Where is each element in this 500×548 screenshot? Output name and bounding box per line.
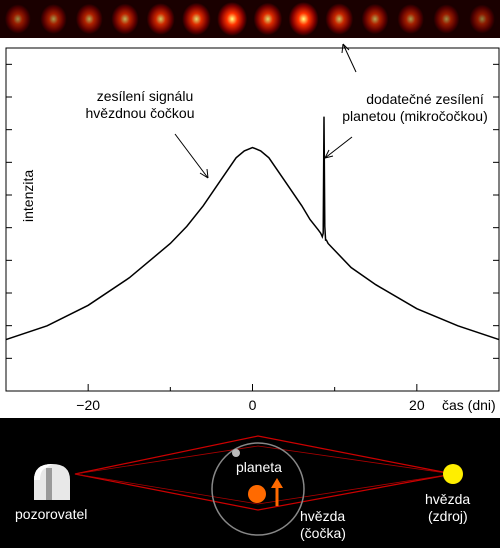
- strip-frame-blob: [75, 3, 103, 35]
- light-curve-chart: −20 0 20 intenzita čas (dni) zesílení sign…: [5, 43, 500, 413]
- strip-pointer-arrow: [342, 43, 357, 73]
- strip-frame-blob: [217, 2, 248, 36]
- lensing-brightness-strip: [0, 0, 500, 38]
- observer-label: pozorovatel: [15, 506, 87, 522]
- lensing-geometry-scene: pozorovatel planeta hvězda (čočka) hvězd…: [0, 418, 500, 548]
- strip-frame-blob: [325, 3, 354, 35]
- annotation-lens-line1: zesílení signálu: [97, 88, 194, 104]
- source-star-label-1: hvězda: [425, 491, 470, 507]
- planet-label: planeta: [236, 459, 282, 475]
- annotation-planet-line2: planetou (mikročočkou): [342, 108, 488, 124]
- x-tick-label: 20: [409, 397, 425, 413]
- annotation-planet-line1: dodatečné zesílení: [366, 91, 484, 107]
- strip-frame-blob: [433, 4, 460, 34]
- planet-icon: [232, 449, 240, 457]
- strip-frame-blob: [182, 2, 211, 36]
- y-axis-ticks: [6, 63, 499, 392]
- strip-pointer-arrowhead: [341, 43, 350, 54]
- strip-frame-blob: [4, 4, 31, 34]
- strip-frame-blob: [111, 3, 139, 35]
- x-axis-ticks: −20 0 20: [5, 384, 500, 413]
- plot-frame: [5, 47, 500, 392]
- strip-frame-blob: [469, 4, 495, 34]
- lens-star-label-1: hvězda: [300, 508, 345, 524]
- annotation-lens-arrowhead: [199, 168, 209, 179]
- lens-star-icon: [248, 485, 266, 503]
- strip-frame-blob: [253, 2, 283, 36]
- strip-frame-blob: [397, 4, 424, 34]
- annotation-lens-arrow: [174, 133, 209, 179]
- source-star-icon: [443, 464, 463, 484]
- x-axis-label: čas (dni): [442, 397, 496, 413]
- strip-frame-blob: [361, 3, 389, 35]
- source-star-label-2: (zdroj): [428, 508, 468, 524]
- strip-frame-blob: [146, 3, 175, 35]
- annotation-planet-arrowhead: [324, 149, 334, 159]
- observatory-icon: [34, 464, 70, 500]
- strip-frames: [4, 2, 495, 36]
- lens-motion-arrowhead: [271, 478, 283, 488]
- y-axis-label: intenzita: [20, 170, 36, 222]
- x-tick-label: −20: [76, 397, 100, 413]
- planet-orbit: [211, 442, 305, 536]
- annotation-lens-line2: hvězdnou čočkou: [86, 105, 195, 121]
- strip-frame-blob: [40, 4, 67, 34]
- annotation-planet-arrow: [324, 136, 353, 159]
- strip-frame-blob: [288, 2, 319, 36]
- scene-background: [0, 418, 500, 548]
- x-tick-label: 0: [249, 397, 257, 413]
- lens-star-label-2: (čočka): [300, 525, 346, 541]
- light-curve-line: [5, 116, 500, 341]
